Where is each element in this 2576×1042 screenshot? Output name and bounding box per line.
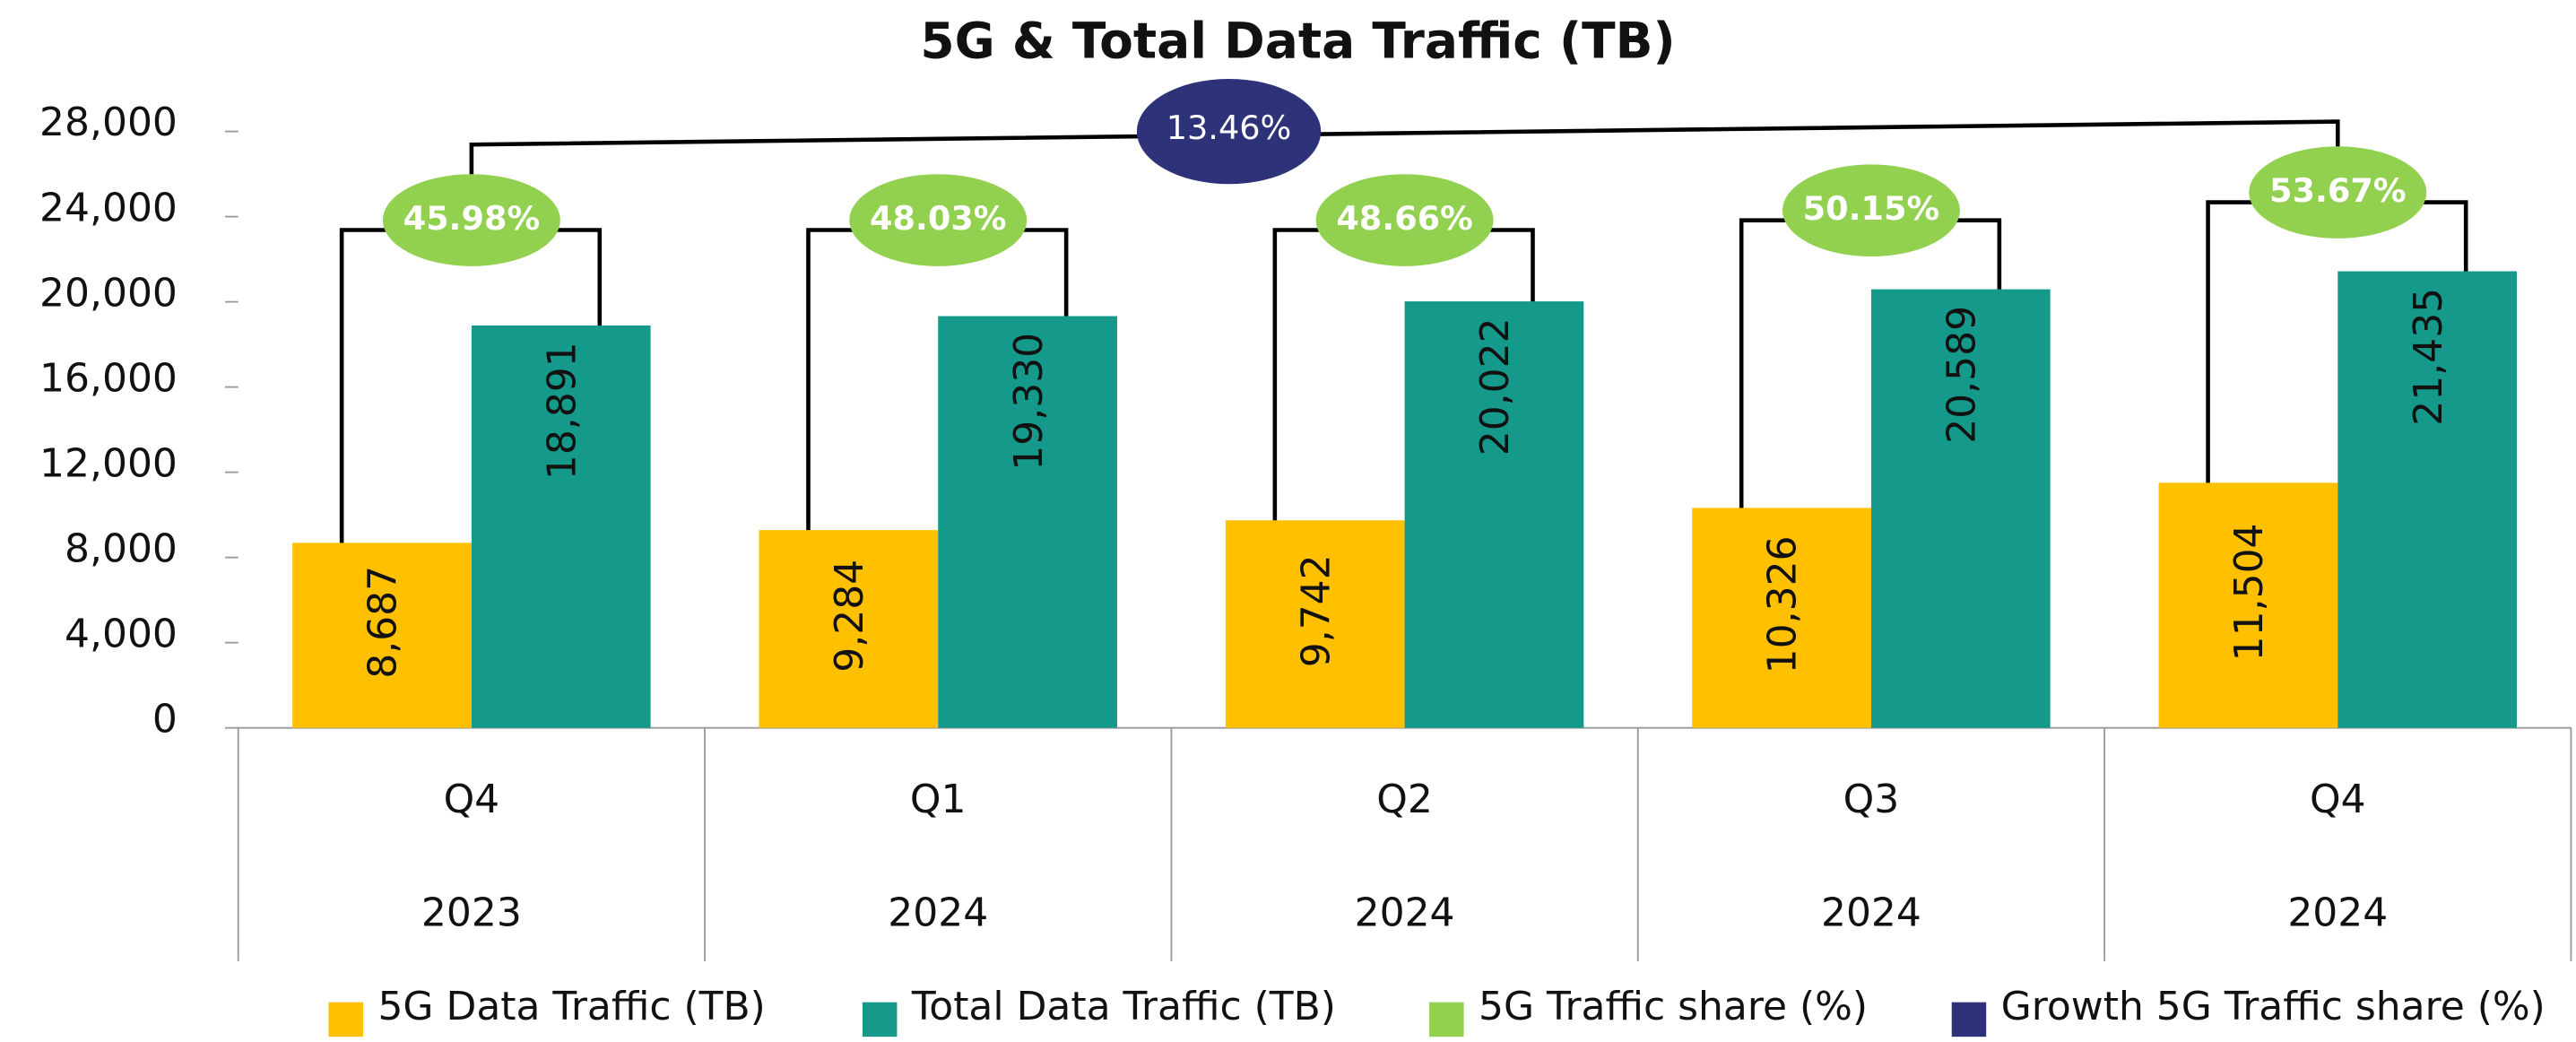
share-marker [849,174,1028,266]
legend-label: 5G Traffic share (%) [1479,984,1868,1029]
value-label: 10,326 [1760,535,1806,673]
share-label: 48.03% [870,199,1007,238]
bar [1870,289,2051,728]
growth-bracket [469,119,2340,175]
x-tick-label: Q4 [2310,777,2366,822]
growth-marker [1136,78,1322,185]
y-tick-label: 8,000 [65,525,178,571]
x-tick-label: Q2 [1376,777,1433,822]
bar [471,325,651,728]
legend-swatch [862,1002,898,1038]
legend-label: 5G Data Traffic (TB) [377,984,765,1029]
value-label: 9,742 [1293,554,1339,667]
value-label: 18,891 [539,342,585,480]
y-tick-label: 0 [152,696,178,742]
bar [1404,301,1584,728]
x-year-label: 2024 [2287,890,2388,936]
bar [292,543,472,728]
share-label: 45.98% [403,199,541,238]
value-label: 20,589 [1939,306,1984,444]
value-label: 11,504 [2226,523,2272,661]
bar [2337,271,2518,728]
legend-swatch [1951,1002,1987,1038]
share-marker [1782,164,1960,256]
value-label: 19,330 [1006,333,1052,471]
bar [938,316,1117,728]
value-label: 8,687 [360,566,406,679]
y-tick-label: 20,000 [39,270,178,316]
share-label: 48.66% [1336,199,1473,238]
share-marker [1315,174,1494,266]
bar [1225,520,1405,728]
x-year-label: 2024 [1821,890,1921,936]
y-tick-label: 12,000 [39,440,178,486]
share-marker [382,174,560,266]
x-year-label: 2023 [421,890,522,936]
growth-label: 13.46% [1167,109,1292,147]
value-label: 21,435 [2406,288,2451,426]
legend-label: Growth 5G Traffic share (%) [2001,984,2546,1029]
share-label: 50.15% [1803,189,1940,228]
y-tick-label: 28,000 [39,100,178,145]
legend-swatch [328,1002,363,1038]
bar [2158,482,2338,728]
value-label: 9,284 [827,560,872,673]
x-tick-label: Q3 [1843,777,1900,822]
x-year-label: 2024 [888,890,988,936]
x-year-label: 2024 [1355,890,1455,936]
legend-label: Total Data Traffic (TB) [911,984,1336,1029]
legend-swatch [1429,1002,1464,1038]
share-label: 53.67% [2269,171,2407,210]
value-label: 20,022 [1472,317,1518,456]
chart-title: 5G & Total Data Traffic (TB) [920,13,1675,70]
bar [1692,508,1871,728]
x-tick-label: Q4 [444,777,500,822]
y-tick-label: 16,000 [39,355,178,401]
share-marker [2249,146,2427,239]
y-tick-label: 24,000 [39,185,178,230]
x-tick-label: Q1 [910,777,967,822]
bar [759,530,939,728]
y-tick-label: 4,000 [65,611,178,656]
